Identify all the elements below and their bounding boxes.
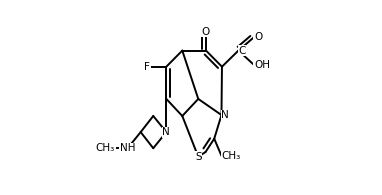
Text: CH₃: CH₃: [96, 143, 115, 153]
Text: OH: OH: [254, 60, 270, 70]
Text: F: F: [144, 62, 151, 72]
Text: O: O: [202, 27, 210, 37]
Text: CH₃: CH₃: [222, 151, 241, 161]
Text: NH: NH: [120, 143, 135, 153]
Text: O: O: [254, 32, 262, 42]
Text: N: N: [222, 110, 229, 120]
Text: S: S: [195, 152, 202, 162]
Text: N: N: [162, 127, 170, 137]
Text: C: C: [238, 46, 246, 56]
